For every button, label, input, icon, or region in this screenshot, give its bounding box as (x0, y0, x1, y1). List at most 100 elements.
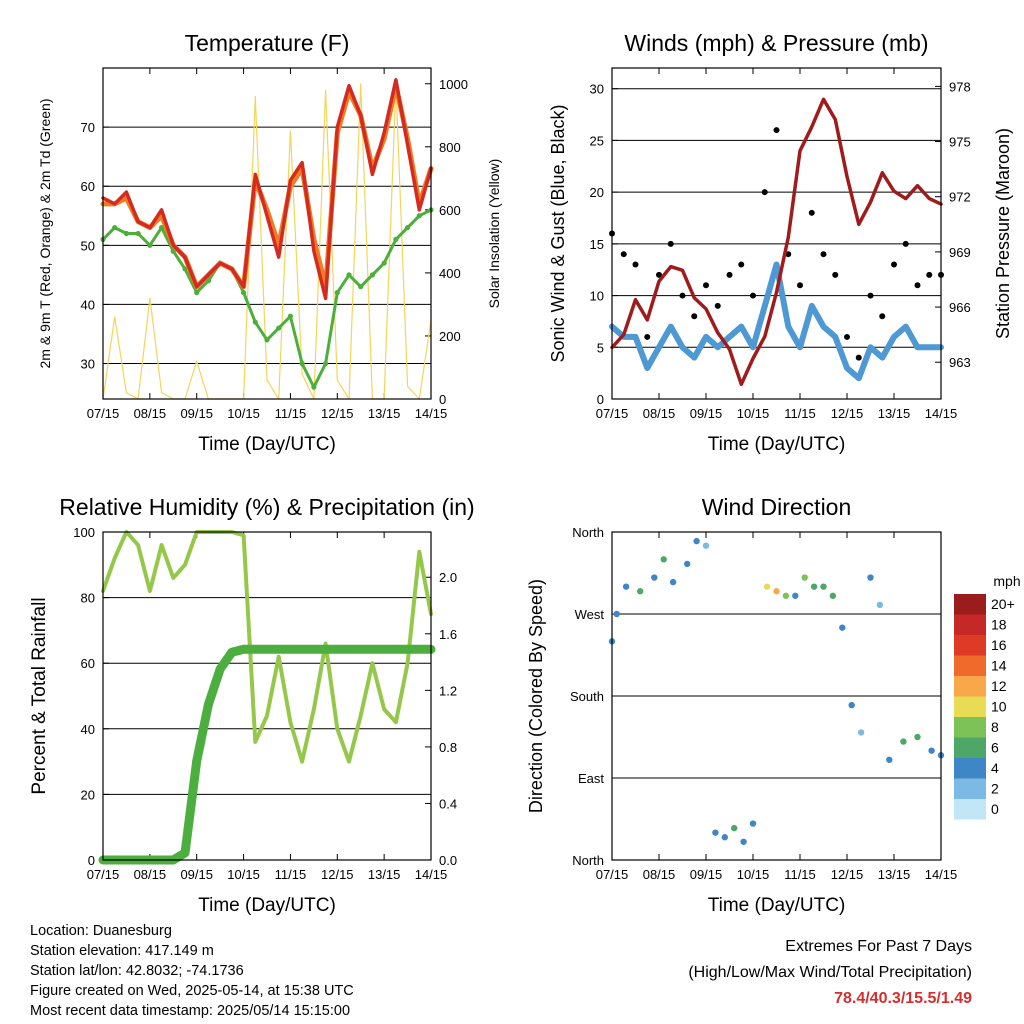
y-tick-label: 100 (73, 525, 95, 540)
x-tick-label: 09/15 (180, 406, 213, 421)
legend-swatch (954, 799, 986, 820)
gust-point (761, 189, 768, 196)
dewpoint-point (299, 360, 305, 367)
x-axis-label: Time (Day/UTC) (198, 895, 336, 916)
x-tick-label: 12/15 (321, 406, 354, 421)
legend-swatch (954, 778, 986, 799)
y2-tick-label: 0.4 (439, 796, 457, 811)
x-tick-label: 09/15 (690, 406, 723, 421)
direction-point (693, 537, 700, 545)
dewpoint-point (276, 325, 282, 331)
y-tick-label: 25 (590, 133, 604, 148)
gust-point (902, 240, 909, 247)
y-tick-label: 30 (590, 82, 604, 97)
direction-point (740, 838, 747, 845)
dewpoint-point (346, 272, 352, 278)
x-tick-label: 13/15 (878, 406, 911, 421)
dewpoint-point (358, 284, 364, 290)
x-tick-label: 11/15 (784, 867, 816, 882)
y-tick-label: North (572, 853, 604, 868)
direction-point (886, 756, 893, 763)
y2-tick-label: 0 (439, 392, 446, 407)
direction-point (857, 729, 865, 736)
x-tick-label: 11/15 (784, 406, 816, 421)
y-tick-label: 20 (590, 185, 604, 200)
dewpoint-point (112, 224, 118, 231)
direction-point (900, 738, 907, 745)
y-tick-label: 0 (88, 853, 95, 868)
y2-tick-label: 972 (949, 190, 971, 205)
created-text: Figure created on Wed, 2025-05-14, at 15… (30, 983, 354, 999)
direction-point (613, 610, 620, 618)
y-tick-label: East (578, 771, 604, 786)
speed-legend: mph 20+ 18 16 14 12 10 8 6 4 2 0 (954, 573, 1021, 820)
direction-point (773, 588, 780, 595)
x-tick-label: 14/15 (925, 406, 958, 421)
gust-point (844, 333, 850, 340)
direction-point (914, 733, 921, 741)
humidity-precip-panel: 0 20 40 60 80 100 0.0 0.4 0.8 1.2 1.6 2.0 07/15 08/15… (29, 494, 475, 916)
x-tick-label: 12/15 (831, 867, 864, 882)
direction-point (622, 583, 630, 590)
x-tick-label: 12/15 (321, 867, 354, 882)
direction-point (651, 574, 658, 581)
gust-point (891, 261, 897, 268)
y2-tick-label: 800 (439, 140, 461, 155)
direction-point (684, 560, 691, 568)
y2-tick-label: 200 (439, 329, 461, 344)
pressure-line (610, 97, 943, 387)
gust-point (726, 271, 733, 278)
location-text: Location: Duanesburg (30, 923, 172, 939)
x-axis-label: Time (Day/UTC) (708, 895, 846, 916)
dewpoint-point (135, 230, 141, 237)
y-axis-label: Direction (Colored By Speed) (526, 579, 546, 813)
latlon-text: Station lat/lon: 42.8032; -74.1736 (30, 963, 244, 979)
precip-line (98, 644, 436, 865)
dewpoint-point (322, 360, 329, 367)
x-tick-label: 10/15 (737, 867, 770, 882)
x-tick-label: 14/15 (415, 867, 448, 882)
extremes-subtitle: (High/Low/Max Wind/Total Precipitation) (688, 964, 972, 981)
x-tick-label: 13/15 (368, 867, 401, 882)
rh-line (101, 530, 433, 764)
dewpoint-point (252, 319, 258, 325)
x-tick-label: 09/15 (690, 867, 723, 882)
legend-label: 0 (991, 801, 999, 817)
y2-tick-label: 978 (949, 79, 971, 94)
legend-label: 6 (991, 740, 999, 756)
temp-2m-line (101, 78, 433, 301)
extremes-values: 78.4/40.3/15.5/1.49 (834, 990, 972, 1007)
direction-point (792, 592, 799, 599)
y2-tick-label: 1000 (439, 77, 468, 92)
x-tick-label: 11/15 (275, 867, 307, 882)
direction-point (876, 601, 884, 609)
gust-point (714, 302, 721, 309)
x-tick-label: 13/15 (878, 867, 911, 882)
legend-swatch (954, 717, 986, 738)
x-tick-label: 07/15 (596, 867, 629, 882)
y-tick-label: 5 (597, 340, 604, 355)
direction-point (712, 829, 719, 836)
direction-point (810, 583, 818, 590)
gust-point (808, 209, 815, 216)
station-info: Location: Duanesburg Station elevation: … (30, 921, 354, 1021)
dewpoint-line (101, 208, 433, 389)
y-tick-label: South (570, 689, 604, 704)
x-tick-label: 13/15 (368, 406, 401, 421)
direction-point (731, 824, 738, 832)
legend-title: mph (993, 573, 1020, 589)
plot-border (611, 67, 942, 400)
chart-title: Winds (mph) & Pressure (mb) (624, 30, 928, 56)
x-tick-label: 08/15 (134, 406, 167, 421)
chart-title: Temperature (F) (185, 30, 350, 56)
y-tick-label: 50 (81, 238, 95, 253)
chart-title: Relative Humidity (%) & Precipitation (i… (59, 494, 474, 520)
dewpoint-point (287, 313, 294, 319)
y-tick-label: 0 (597, 392, 604, 407)
y-tick-label: 80 (81, 591, 95, 606)
dewpoint-point (123, 230, 130, 237)
chart-title: Wind Direction (702, 494, 852, 520)
legend-swatch (954, 614, 986, 635)
